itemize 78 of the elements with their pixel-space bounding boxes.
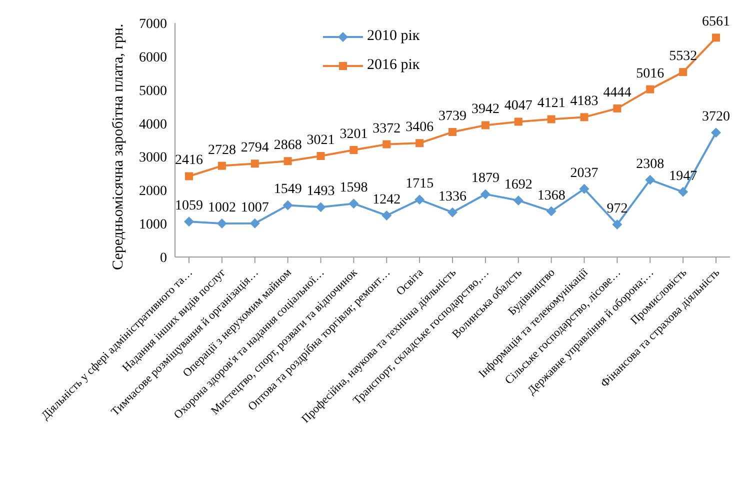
point <box>185 172 193 180</box>
data-label: 2037 <box>570 166 598 181</box>
data-label: 1242 <box>372 192 401 208</box>
data-label: 1002 <box>208 200 236 216</box>
y-tick-label: 7000 <box>139 16 167 32</box>
point <box>282 200 293 210</box>
point <box>612 220 622 230</box>
point <box>613 104 622 112</box>
y-tick-label: 0 <box>160 250 167 266</box>
point <box>712 34 720 42</box>
point <box>382 140 391 148</box>
point <box>448 207 458 218</box>
data-label: 1598 <box>340 180 368 196</box>
data-label: 2794 <box>240 140 269 156</box>
point <box>416 139 424 148</box>
y-tick-label: 4000 <box>139 117 167 132</box>
data-label: 3739 <box>438 109 466 124</box>
data-label: 3021 <box>306 133 335 148</box>
data-label: 1368 <box>537 188 566 204</box>
y-tick-label: 6000 <box>139 50 167 66</box>
point <box>448 128 456 136</box>
data-label: 2416 <box>175 153 203 168</box>
data-label: 2868 <box>274 138 302 154</box>
point <box>513 195 524 206</box>
legend-label: 2016 рік <box>367 57 420 74</box>
point <box>514 118 522 126</box>
data-label: 1336 <box>438 189 466 204</box>
point <box>645 174 656 185</box>
data-label: 3201 <box>340 126 368 142</box>
point <box>646 85 654 94</box>
point <box>218 162 226 170</box>
data-label: 2308 <box>636 156 664 172</box>
y-tick-label: 1000 <box>139 218 167 233</box>
point <box>316 152 325 160</box>
data-label: 5016 <box>636 66 664 82</box>
point <box>350 146 358 154</box>
data-label: 1549 <box>274 182 302 198</box>
point <box>250 218 260 228</box>
point <box>184 216 194 227</box>
data-label: 4121 <box>537 96 566 112</box>
point <box>382 210 392 220</box>
data-label: 972 <box>606 202 628 217</box>
point <box>216 218 227 229</box>
point <box>284 157 292 166</box>
point <box>580 113 588 122</box>
point <box>481 121 490 130</box>
point <box>316 202 326 212</box>
data-label: 3372 <box>372 121 401 136</box>
data-label: 1692 <box>504 177 532 192</box>
point <box>579 184 590 194</box>
data-label: 2728 <box>208 142 236 158</box>
point <box>711 128 721 138</box>
y-tick-label: 3000 <box>139 150 167 166</box>
point <box>678 186 688 197</box>
legend-label: 2010 рік <box>367 28 420 45</box>
data-label: 5532 <box>669 49 698 64</box>
data-label: 4183 <box>570 94 598 110</box>
data-label: 1493 <box>306 184 335 200</box>
point <box>679 68 688 76</box>
point <box>348 198 359 209</box>
point <box>547 115 556 124</box>
y-tick-label: 5000 <box>139 84 167 99</box>
point <box>546 206 556 216</box>
data-label: 6561 <box>702 14 730 30</box>
point <box>250 160 259 168</box>
data-label: 1007 <box>240 200 269 216</box>
y-tick-label: 2000 <box>139 184 167 200</box>
point <box>480 189 490 200</box>
data-label: 3720 <box>702 110 730 125</box>
data-label: 4047 <box>504 98 532 114</box>
data-label: 4444 <box>603 85 632 100</box>
data-label: 1879 <box>471 171 500 186</box>
point <box>414 194 425 205</box>
data-label: 3942 <box>471 102 500 118</box>
y-axis-title: Середньомісячна заробітна плата, грн. <box>110 24 126 270</box>
data-label: 1059 <box>175 198 203 214</box>
data-label: 1715 <box>406 176 434 192</box>
data-label: 3406 <box>406 120 434 136</box>
